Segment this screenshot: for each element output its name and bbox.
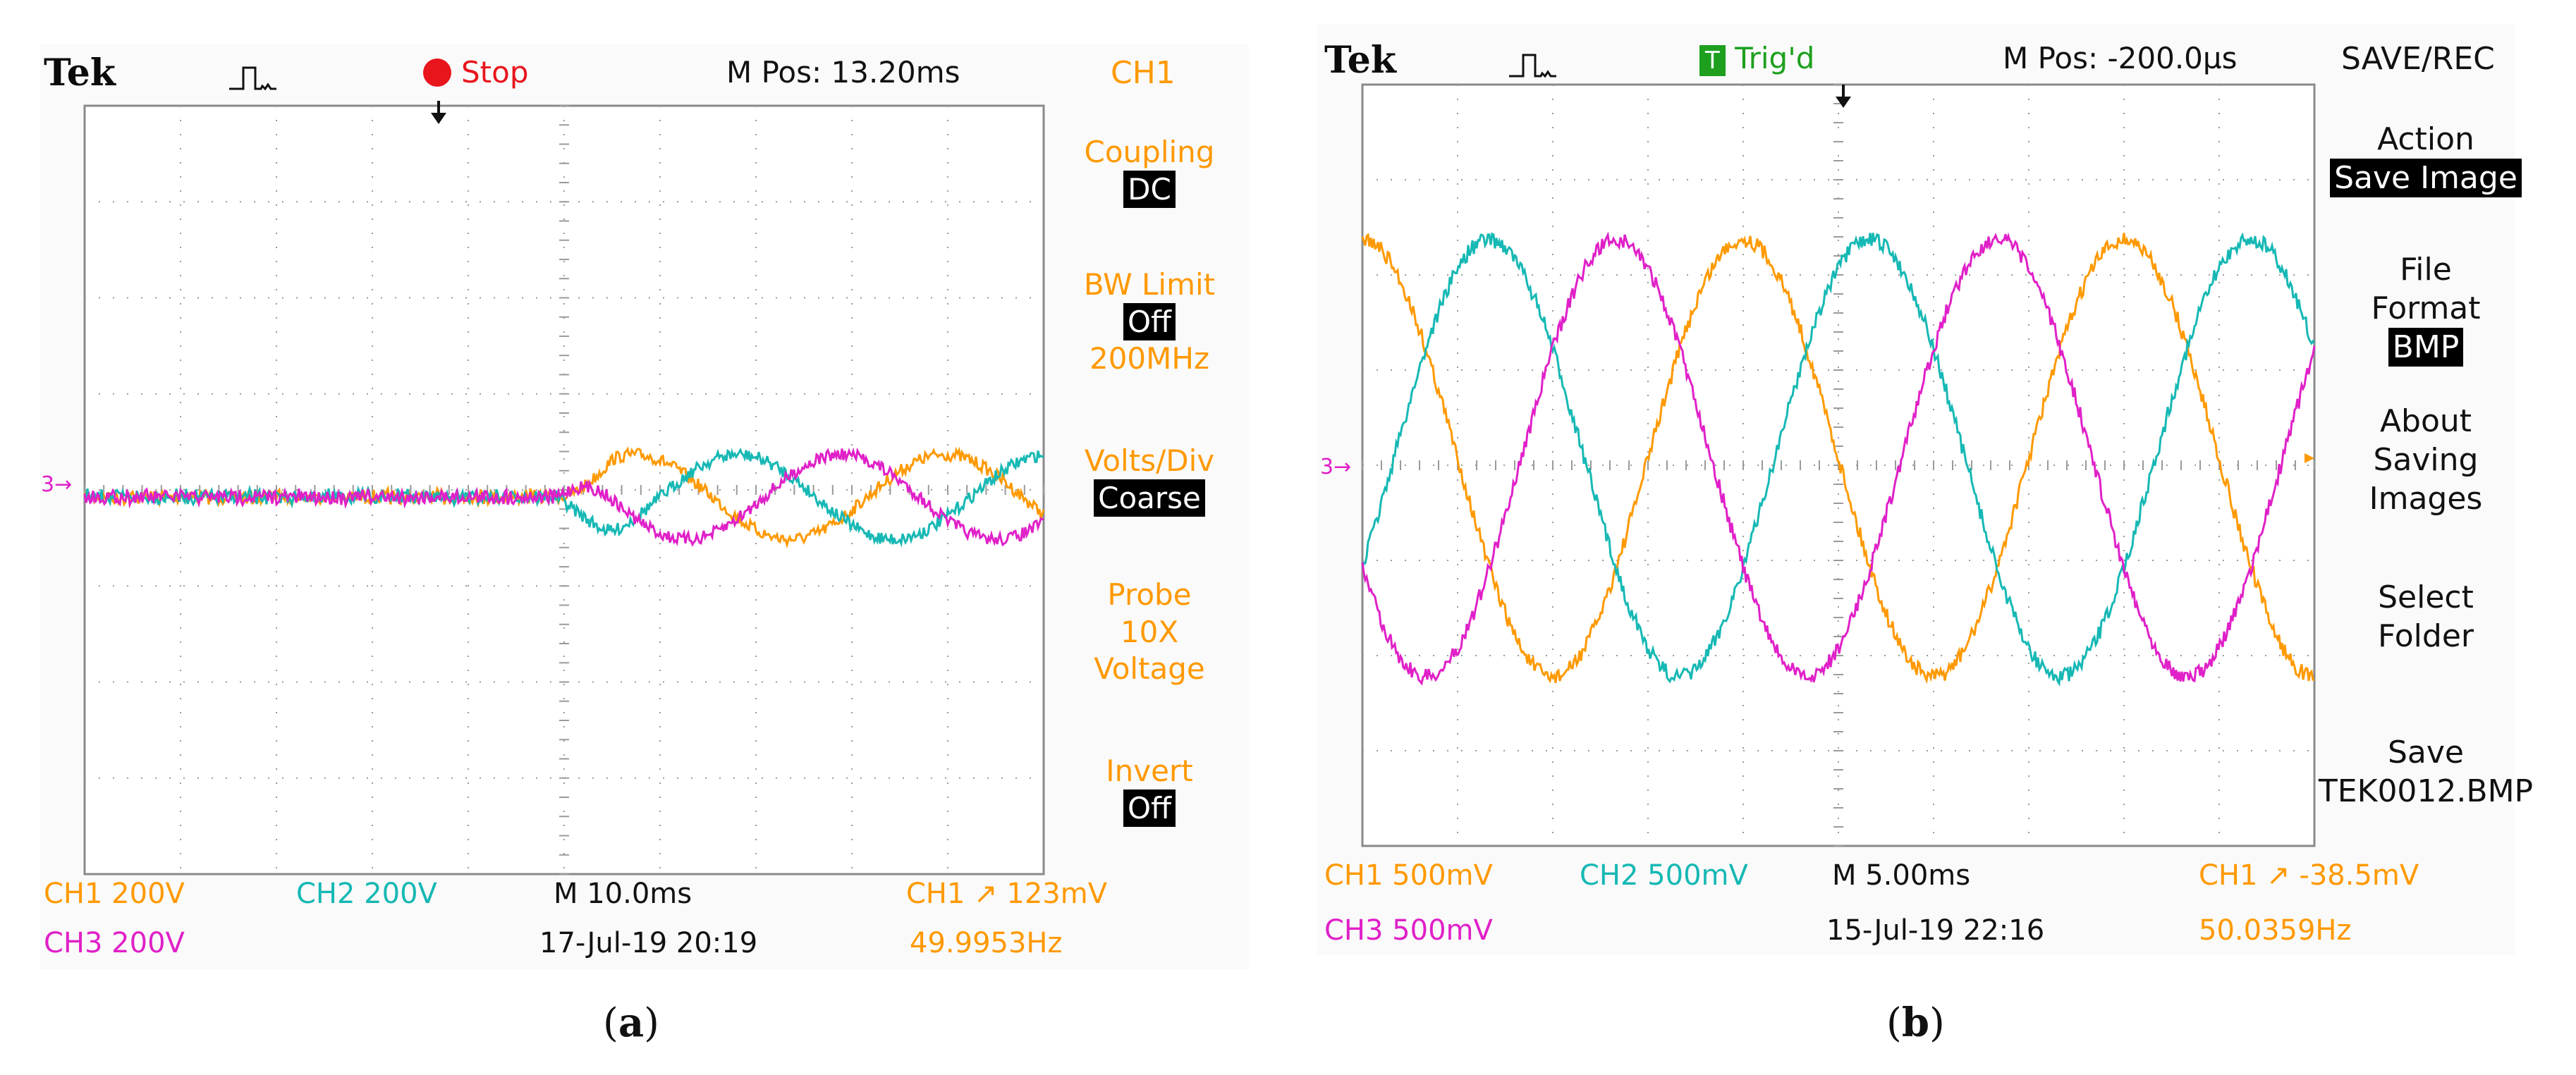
menu-about-saving-images[interactable]: About Saving Images <box>2369 403 2483 517</box>
caption-b: (b) <box>1886 1000 1945 1046</box>
menu-probe[interactable]: Probe 10X Voltage <box>1094 577 1205 686</box>
injected-voltage-annotation: Injected voltage <box>515 352 884 400</box>
ch1-scale: CH1 200V <box>44 878 185 910</box>
m-pos-readout: M Pos: -200.0µs <box>2003 41 2238 75</box>
tek-logo: Tek <box>1324 39 1396 82</box>
ch1-scale: CH1 500mV <box>1324 859 1493 892</box>
date-time: 15-Jul-19 22:16 <box>1826 914 2045 947</box>
menu-save-file[interactable]: Save TEK0012.BMP <box>2318 735 2534 809</box>
timebase: M 10.0ms <box>554 878 692 910</box>
tek-logo: Tek <box>44 51 116 94</box>
menu-action[interactable]: Action Save Image <box>2320 120 2532 197</box>
stop-icon <box>423 59 451 87</box>
stop-status: Stop <box>423 58 528 87</box>
menu-volts-div[interactable]: Volts/Div Coarse <box>1084 443 1215 517</box>
trigger-t-icon: T <box>1699 45 1726 76</box>
menu-file-format[interactable]: File Format BMP <box>2371 252 2481 367</box>
menu-coupling[interactable]: Coupling DC <box>1084 135 1215 208</box>
ch3-scale: CH3 500mV <box>1324 914 1493 947</box>
volts-div-value: Coarse <box>1094 479 1205 517</box>
menu-title: SAVE/REC <box>2341 41 2495 77</box>
trigger-readout: CH1 ↗ -38.5mV <box>2199 859 2419 892</box>
ground-marker: 3→ <box>41 472 73 497</box>
invert-value: Off <box>1123 789 1176 827</box>
action-value: Save Image <box>2330 159 2522 197</box>
frequency-readout: 50.0359Hz <box>2199 914 2352 947</box>
menu-bw-limit[interactable]: BW Limit Off 200MHz <box>1083 267 1216 376</box>
m-pos-readout: M Pos: 13.20ms <box>726 55 960 90</box>
ch2-scale: CH2 200V <box>296 878 437 910</box>
file-format-value: BMP <box>2388 328 2464 367</box>
menu-title: CH1 <box>1111 55 1176 91</box>
trigd-status: T Trig'd <box>1699 44 1814 76</box>
ch3-scale: CH3 200V <box>44 927 185 959</box>
date-time: 17-Jul-19 20:19 <box>539 927 758 959</box>
caption-a: (a) <box>603 1000 660 1046</box>
bw-limit-value: Off <box>1123 302 1176 340</box>
timebase: M 5.00ms <box>1832 859 1971 892</box>
frequency-readout: 49.9953Hz <box>910 927 1063 959</box>
menu-invert[interactable]: Invert Off <box>1106 754 1193 827</box>
menu-select-folder[interactable]: Select Folder <box>2378 579 2474 654</box>
coupling-value: DC <box>1123 170 1176 208</box>
ch2-scale: CH2 500mV <box>1580 859 1748 892</box>
trigger-readout: CH1 ↗ 123mV <box>906 878 1108 910</box>
ground-marker: 3→ <box>1320 455 1352 479</box>
